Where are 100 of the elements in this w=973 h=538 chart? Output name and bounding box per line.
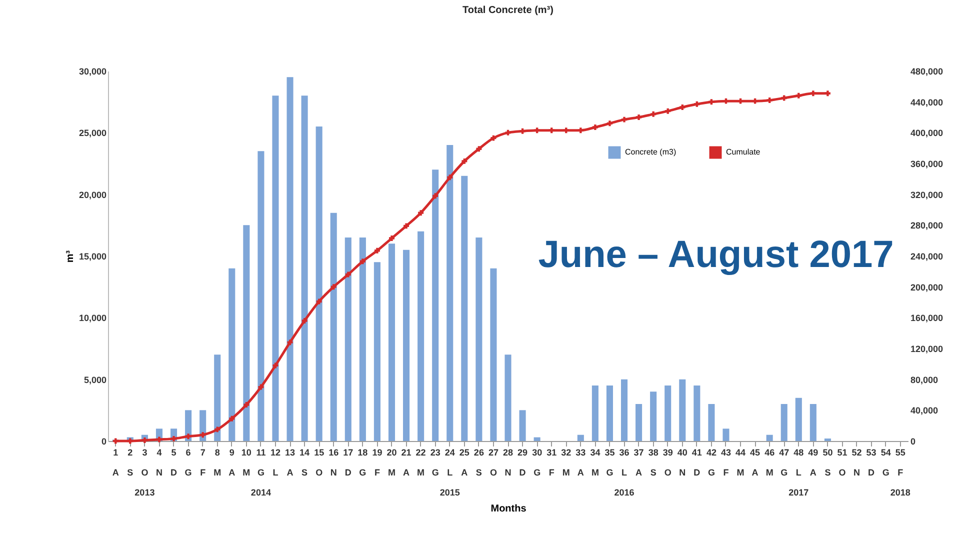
bar xyxy=(810,404,816,441)
point xyxy=(650,111,656,117)
x-tick-label: 54 G xyxy=(880,448,891,478)
bar xyxy=(795,398,802,441)
bar xyxy=(620,379,628,441)
point xyxy=(810,90,816,96)
bar xyxy=(388,244,396,441)
bar xyxy=(476,238,482,441)
x-tick-label: 3 O 2013 xyxy=(134,448,155,498)
point xyxy=(447,174,453,180)
x-tick-label: 21 A xyxy=(401,448,412,478)
bar xyxy=(766,434,773,441)
bar xyxy=(534,437,540,441)
y-tick-label: 30,000 xyxy=(78,66,106,76)
point xyxy=(476,146,482,152)
x-tick-label: 42 G xyxy=(706,448,716,478)
x-tick-label: 33 A xyxy=(576,448,586,478)
legend-label: Concrete (m3) xyxy=(625,148,676,157)
y2-tick-label: 320,000 xyxy=(910,190,944,200)
x-tick-label: 9 A xyxy=(228,448,236,478)
bar xyxy=(374,262,380,441)
bar xyxy=(330,212,337,441)
y-tick-label: 20,000 xyxy=(78,190,106,200)
y2-tick-label: 280,000 xyxy=(910,220,944,231)
x-tick-label: 49 A xyxy=(808,448,818,478)
bar xyxy=(490,268,497,441)
x-tick-label: 32 M xyxy=(561,448,572,478)
x-tick-label: 1 A xyxy=(112,448,120,478)
x-tick-label: 5 D xyxy=(170,448,178,478)
x-tick-label: 10 M xyxy=(241,448,252,478)
chart-title: Total Concrete (m³) xyxy=(462,5,554,16)
point xyxy=(418,210,424,216)
bar xyxy=(316,126,322,441)
point xyxy=(214,426,220,432)
point xyxy=(244,402,250,408)
x-tick-label: 6 G xyxy=(184,448,192,478)
point xyxy=(142,437,148,443)
bar xyxy=(664,386,672,441)
x-tick-label: 41 D xyxy=(692,448,702,478)
point xyxy=(330,284,336,290)
y-tick-label: 15,000 xyxy=(78,252,106,262)
x-tick-label: 46 M xyxy=(764,448,775,478)
x-tick-label: 13 A xyxy=(285,448,296,478)
point xyxy=(548,128,554,134)
bar xyxy=(722,428,730,441)
bar xyxy=(708,404,715,441)
x-tick-label: 36 L 2016 xyxy=(614,448,634,498)
y-tick-label: 5,000 xyxy=(84,374,106,385)
y2-tick-label: 480,000 xyxy=(910,66,944,76)
x-tick-label: 47 G xyxy=(779,448,790,478)
x-tick-label: 8 M xyxy=(214,448,222,478)
y-tick-label: 10,000 xyxy=(78,313,106,324)
y2-tick-label: 120,000 xyxy=(910,344,944,354)
bar xyxy=(592,386,598,441)
point xyxy=(200,432,206,438)
bar xyxy=(636,404,642,441)
bar xyxy=(694,386,700,441)
bar xyxy=(577,434,584,441)
point xyxy=(127,438,133,444)
point xyxy=(534,128,540,134)
x-tick-label: 27 O xyxy=(488,448,498,478)
bar xyxy=(446,145,454,441)
bar xyxy=(504,354,512,441)
point xyxy=(287,340,293,346)
point xyxy=(680,104,686,110)
y2-tick-label: 240,000 xyxy=(910,252,944,262)
x-tick-label: 23 G xyxy=(430,448,440,478)
point xyxy=(738,98,744,104)
x-tick-label: 11 G 2014 xyxy=(250,448,271,498)
bar xyxy=(228,268,236,441)
point xyxy=(316,298,322,304)
point xyxy=(520,128,526,134)
point xyxy=(563,128,569,134)
y2-tick-label: 160,000 xyxy=(910,313,944,324)
y-tick-label: 25,000 xyxy=(78,128,106,138)
x-tick-label: 30 G xyxy=(532,448,542,478)
x-tick-label: 34 M xyxy=(590,448,600,478)
x-tick-label: 18 G xyxy=(358,448,368,478)
x-tick-label: 4 N xyxy=(156,448,162,478)
y2-tick-label: 200,000 xyxy=(910,282,944,292)
y2-tick-label: 0 xyxy=(910,436,916,446)
x-tick-label: 19 F xyxy=(372,448,382,478)
point xyxy=(258,384,264,390)
x-tick-label: 45 A xyxy=(750,448,760,478)
x-tick-label: 15 O xyxy=(314,448,324,478)
bar xyxy=(272,96,279,441)
x-tick-label: 25 A xyxy=(459,448,470,478)
bar xyxy=(344,238,352,441)
point xyxy=(766,98,772,104)
bar xyxy=(679,379,686,441)
y-axis-title: m³ xyxy=(64,250,76,263)
point xyxy=(578,128,584,134)
x-tick-label: 14 S xyxy=(300,448,310,478)
bar xyxy=(286,77,294,441)
x-tick-label: 53 D xyxy=(866,448,876,478)
point xyxy=(389,236,394,242)
bar xyxy=(780,404,788,441)
x-tick-label: 17 D xyxy=(343,448,354,478)
x-tick-label: 51 O xyxy=(837,448,848,478)
bar xyxy=(606,386,613,441)
